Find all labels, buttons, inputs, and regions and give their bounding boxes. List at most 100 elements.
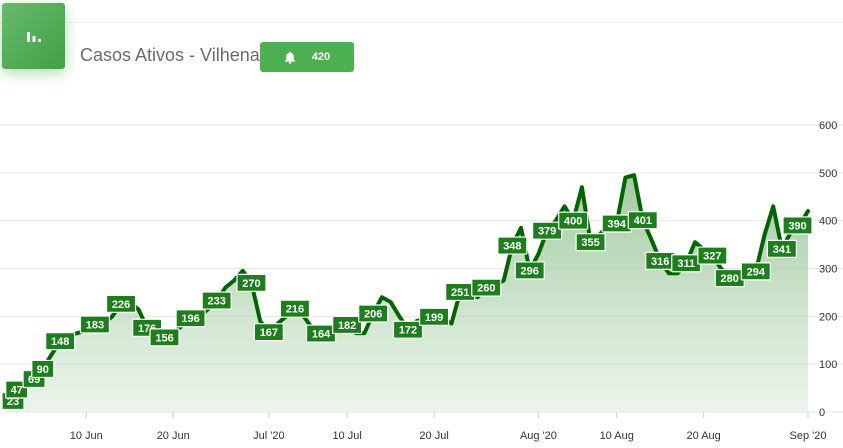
data-label-text: 182 (338, 320, 356, 332)
chart-title: Casos Ativos - Vilhena (80, 45, 260, 65)
data-label-text: 90 (37, 364, 49, 376)
data-label: 182 (332, 315, 363, 335)
data-label-box (782, 216, 813, 235)
data-label: 183 (79, 315, 111, 334)
y-tick-label: 100 (819, 359, 837, 371)
active-cases-badge[interactable]: 420 (260, 42, 354, 72)
x-tick-label: 20 Aug (687, 430, 721, 442)
x-tick-label: 10 Jul (332, 430, 361, 442)
data-label-text: 294 (747, 266, 766, 278)
data-label-box (175, 309, 206, 328)
data-label-text: 379 (538, 226, 556, 238)
data-label-box (418, 307, 450, 326)
data-label-text: 311 (677, 258, 695, 270)
data-label: 47 (5, 380, 29, 399)
data-label-box (332, 315, 363, 335)
data-label: 341 (766, 239, 798, 258)
data-label-box (253, 323, 284, 342)
data-label: 233 (201, 291, 232, 310)
data-label-text: 327 (703, 251, 721, 263)
x-tick-label: 20 Jul (419, 430, 448, 442)
data-label: 196 (175, 309, 206, 328)
data-label: 379 (532, 221, 563, 240)
data-label-text: 183 (86, 319, 104, 331)
data-label: 251 (445, 282, 476, 302)
bell-icon (284, 51, 296, 64)
data-label-box (79, 315, 111, 334)
card-top-divider (0, 22, 843, 23)
data-label-text: 167 (260, 327, 278, 339)
data-label: 394 (601, 214, 632, 233)
x-tick-label: Jul '20 (253, 430, 284, 442)
data-label-box (358, 304, 389, 323)
data-label-text: 401 (634, 215, 652, 227)
data-label-box (532, 221, 563, 240)
data-label: 348 (497, 236, 528, 255)
data-label-text: 199 (425, 312, 443, 324)
data-label-text: 251 (451, 287, 469, 299)
data-label-box (45, 332, 76, 351)
data-label-box (497, 236, 528, 255)
data-label: 327 (697, 246, 728, 265)
chart-header-icon-box (2, 3, 65, 69)
data-label-text: 296 (521, 265, 539, 277)
data-label: 172 (392, 320, 424, 339)
x-tick-label: 20 Jun (157, 430, 190, 442)
y-tick-label: 600 (819, 120, 837, 132)
data-label-box (105, 294, 137, 313)
data-label: 270 (236, 273, 267, 292)
data-label: 90 (31, 359, 55, 379)
data-label-text: 341 (773, 244, 791, 256)
x-tick-label: 10 Jun (70, 430, 103, 442)
data-label: 390 (782, 216, 813, 235)
data-label-text: 206 (364, 308, 382, 320)
data-label-box (236, 273, 267, 292)
y-tick-label: 500 (819, 168, 837, 180)
x-tick-label: Sep '20 (790, 430, 827, 442)
data-label-box (471, 278, 502, 297)
data-label: 294 (740, 262, 771, 281)
data-label-text: 156 (155, 332, 173, 344)
data-label-text: 148 (51, 336, 69, 348)
data-label-text: 260 (477, 283, 495, 295)
y-tick-label: 0 (819, 407, 825, 419)
data-label-text: 23 (7, 396, 19, 408)
y-tick-label: 300 (819, 264, 837, 276)
data-label-text: 280 (721, 273, 739, 285)
data-label-box (740, 262, 771, 281)
data-label-text: 390 (788, 220, 806, 232)
data-label-text: 172 (399, 325, 417, 337)
data-label-box (575, 233, 606, 252)
data-label-text: 196 (181, 313, 199, 325)
area-fill-layer (8, 175, 808, 412)
data-label: 311 (671, 254, 702, 273)
data-label-box (279, 299, 311, 318)
data-label-box (149, 328, 180, 347)
data-label-text: 316 (651, 256, 669, 268)
data-label-box (766, 239, 798, 258)
x-tick-label: 10 Aug (600, 430, 634, 442)
data-label-text: 270 (242, 278, 260, 290)
data-label-text: 164 (312, 329, 331, 341)
data-label: 401 (627, 211, 658, 230)
data-label-box (558, 211, 589, 230)
data-label: 216 (279, 299, 311, 318)
data-label-text: 348 (503, 241, 521, 253)
data-label-text: 394 (608, 219, 627, 231)
data-label-text: 355 (581, 237, 599, 249)
data-label: 260 (471, 278, 502, 297)
x-tick-label: Aug '20 (520, 430, 557, 442)
data-label-box (627, 211, 658, 230)
y-tick-label: 400 (819, 216, 837, 228)
data-label-text: 400 (564, 216, 582, 228)
data-label-text: 216 (286, 304, 304, 316)
data-label: 164 (305, 324, 337, 343)
data-label-box (31, 359, 55, 379)
y-tick-label: 200 (819, 311, 837, 323)
data-label-box (201, 291, 232, 310)
data-label-box (697, 246, 728, 265)
x-axis: 10 Jun 20 Jun Jul '20 10 Jul 20 Jul Aug '20 10… (70, 412, 827, 442)
data-label-text: 226 (112, 299, 130, 311)
data-label-box (514, 261, 545, 280)
